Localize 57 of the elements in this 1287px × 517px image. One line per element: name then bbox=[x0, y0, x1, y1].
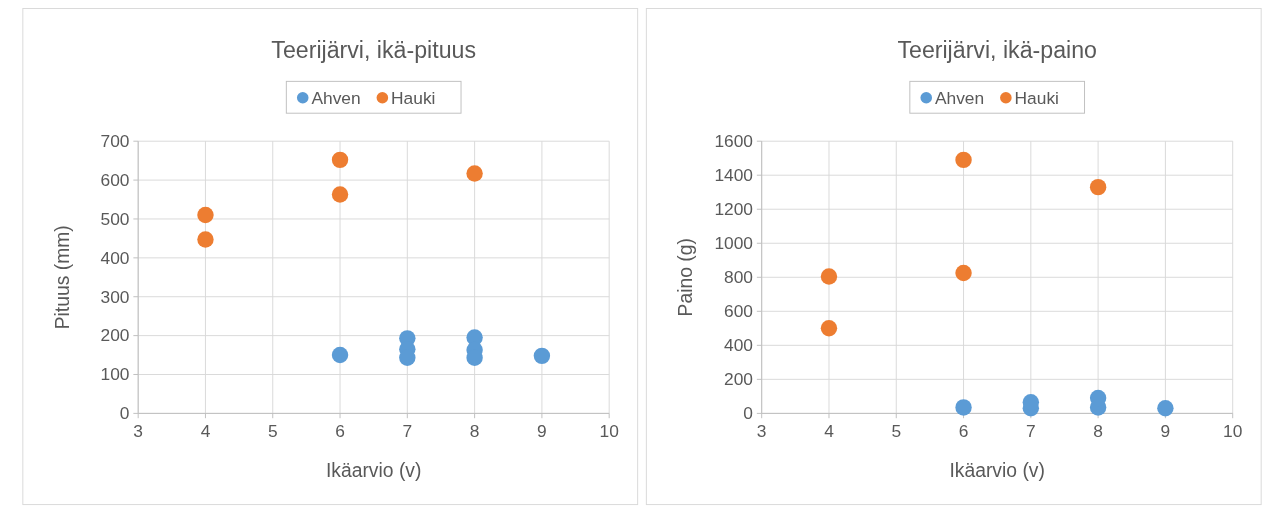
x-tick-label: 5 bbox=[891, 420, 902, 441]
x-tick-label: 4 bbox=[200, 420, 211, 441]
point bbox=[955, 264, 972, 282]
x-tick-label: 9 bbox=[537, 420, 547, 441]
y-tick-label: 400 bbox=[100, 247, 130, 268]
point bbox=[331, 151, 349, 169]
x-axis-title: Ikäarvio (v) bbox=[949, 460, 1045, 482]
legend-label: Ahven bbox=[934, 87, 985, 108]
x-tick-label: 10 bbox=[1223, 420, 1243, 441]
point bbox=[331, 186, 349, 203]
chart-title: Teerijärvi, ikä-pituus bbox=[271, 37, 476, 64]
y-tick-label: 1200 bbox=[714, 199, 753, 220]
y-tick-label: 1600 bbox=[714, 130, 753, 151]
y-tick-label: 100 bbox=[100, 364, 130, 385]
y-tick-label: 1000 bbox=[714, 233, 753, 254]
y-tick-label: 200 bbox=[724, 369, 753, 390]
x-tick-label: 6 bbox=[958, 420, 969, 441]
y-tick-label: 0 bbox=[743, 403, 753, 424]
x-tick-label: 3 bbox=[133, 420, 143, 441]
point bbox=[955, 399, 972, 416]
y-tick-label: 700 bbox=[100, 130, 130, 151]
y-tick-label: 400 bbox=[724, 335, 753, 356]
x-tick-label: 8 bbox=[469, 420, 480, 441]
y-tick-label: 1400 bbox=[714, 165, 753, 186]
y-tick-label: 800 bbox=[724, 267, 753, 288]
point bbox=[466, 165, 483, 182]
point bbox=[533, 347, 551, 365]
point bbox=[1157, 400, 1174, 417]
y-axis-title: Paino (g) bbox=[675, 238, 697, 317]
x-tick-label: 8 bbox=[1093, 420, 1103, 441]
y-tick-label: 200 bbox=[100, 325, 130, 346]
y-tick-label: 600 bbox=[724, 301, 753, 322]
y-tick-label: 500 bbox=[100, 208, 130, 229]
point bbox=[331, 346, 349, 364]
point bbox=[820, 320, 838, 337]
chart-title: Teerijärvi, ikä-paino bbox=[897, 37, 1097, 64]
point bbox=[1089, 178, 1107, 196]
legend-label: Hauki bbox=[391, 87, 436, 108]
legend-label: Ahven bbox=[311, 87, 361, 108]
x-tick-label: 7 bbox=[1026, 420, 1036, 441]
point bbox=[197, 231, 214, 248]
x-tick-label: 7 bbox=[402, 420, 413, 441]
y-tick-label: 300 bbox=[100, 286, 130, 307]
legend-label: Hauki bbox=[1014, 87, 1059, 108]
x-tick-label: 6 bbox=[335, 420, 345, 441]
x-tick-label: 9 bbox=[1160, 420, 1171, 441]
x-tick-label: 4 bbox=[824, 420, 835, 441]
x-tick-label: 5 bbox=[267, 420, 278, 441]
point bbox=[955, 151, 972, 169]
y-tick-label: 600 bbox=[100, 169, 130, 190]
point bbox=[820, 268, 838, 285]
y-tick-label: 0 bbox=[119, 403, 130, 424]
y-axis-title: Pituus (mm) bbox=[51, 225, 73, 330]
x-tick-label: 10 bbox=[599, 420, 619, 441]
x-tick-label: 3 bbox=[756, 420, 767, 441]
point bbox=[197, 206, 214, 224]
x-axis-title: Ikäarvio (v) bbox=[325, 460, 422, 482]
